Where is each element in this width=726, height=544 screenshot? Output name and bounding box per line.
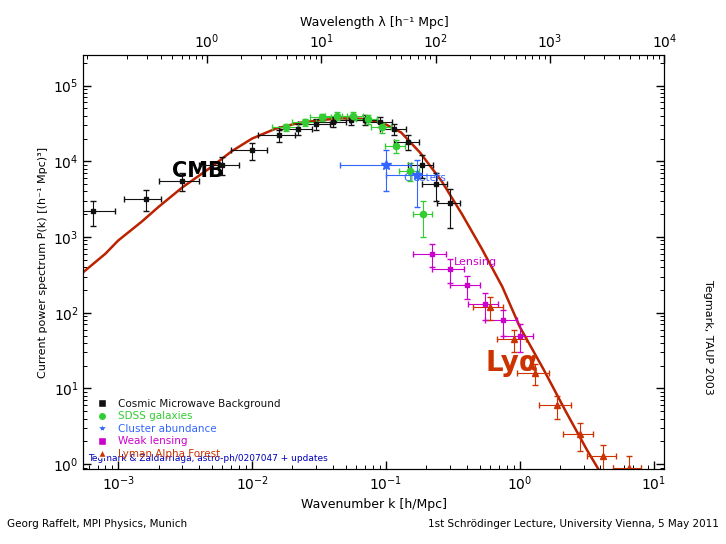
Text: Tegmark, TAUP 2003: Tegmark, TAUP 2003 <box>703 280 713 394</box>
Y-axis label: Current power spectrum P(k) [(h⁻¹ Mpc)³]: Current power spectrum P(k) [(h⁻¹ Mpc)³] <box>38 147 48 378</box>
X-axis label: Wavenumber k [h/Mpc]: Wavenumber k [h/Mpc] <box>301 498 447 511</box>
X-axis label: Wavelength λ [h⁻¹ Mpc]: Wavelength λ [h⁻¹ Mpc] <box>300 16 448 29</box>
Text: Tegmark & Zaldarriaga, astro-ph/0207047 + updates: Tegmark & Zaldarriaga, astro-ph/0207047 … <box>89 454 328 462</box>
Text: 1st Schrödinger Lecture, University Vienna, 5 May 2011: 1st Schrödinger Lecture, University Vien… <box>428 520 719 529</box>
Text: CMB: CMB <box>171 161 224 181</box>
Text: Georg Raffelt, MPI Physics, Munich: Georg Raffelt, MPI Physics, Munich <box>7 520 187 529</box>
Text: Lyα: Lyα <box>485 349 538 376</box>
Text: Lensing: Lensing <box>454 257 497 267</box>
Text: Clusters: Clusters <box>404 173 446 183</box>
Legend: Cosmic Microwave Background, SDSS galaxies, Cluster abundance, Weak lensing, Lym: Cosmic Microwave Background, SDSS galaxi… <box>89 393 285 464</box>
Text: Power Spectrum of Cosmic Density Fluctuations: Power Spectrum of Cosmic Density Fluctua… <box>22 11 726 39</box>
